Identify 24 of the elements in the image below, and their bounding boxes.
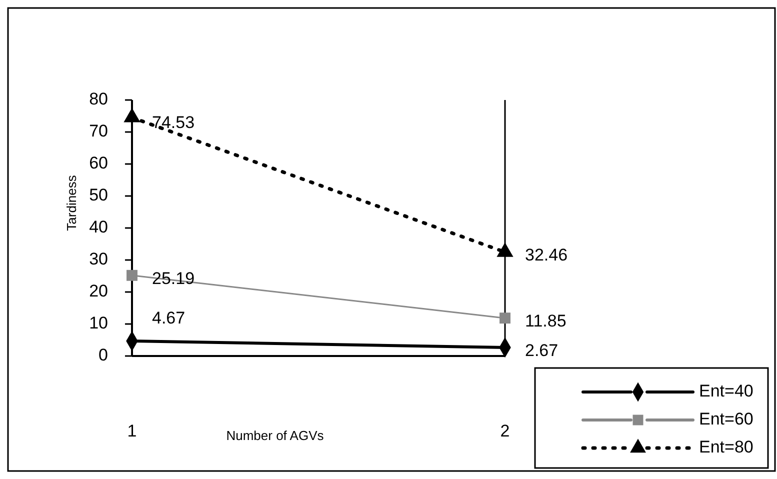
data-label: 4.67 <box>152 308 186 328</box>
y-tick-label: 70 <box>89 121 108 140</box>
data-label: 74.53 <box>152 112 195 132</box>
point <box>126 270 138 281</box>
y-tick-label: 10 <box>89 313 108 332</box>
data-label: 2.67 <box>525 340 558 360</box>
y-tick-label: 30 <box>89 249 108 268</box>
y-axis-title: Tardiness <box>64 174 79 231</box>
legend-label: Ent=60 <box>699 409 754 428</box>
y-tick-label: 60 <box>89 153 108 172</box>
legend-label: Ent=80 <box>699 437 754 456</box>
data-label: 11.85 <box>525 312 566 331</box>
y-tick-label: 80 <box>89 89 108 108</box>
y-tick-label: 50 <box>89 185 108 204</box>
legend-label: Ent=40 <box>699 381 754 400</box>
data-label: 25.19 <box>152 268 195 288</box>
x-tick-label: 1 <box>127 421 137 440</box>
x-axis-title: Number of AGVs <box>226 428 324 443</box>
y-tick-label: 20 <box>89 281 108 300</box>
point <box>500 312 510 324</box>
y-tick-label: 40 <box>89 217 108 236</box>
x-tick-label: 2 <box>500 421 510 440</box>
data-label: 32.46 <box>525 246 568 265</box>
y-tick-label: 0 <box>98 345 108 364</box>
